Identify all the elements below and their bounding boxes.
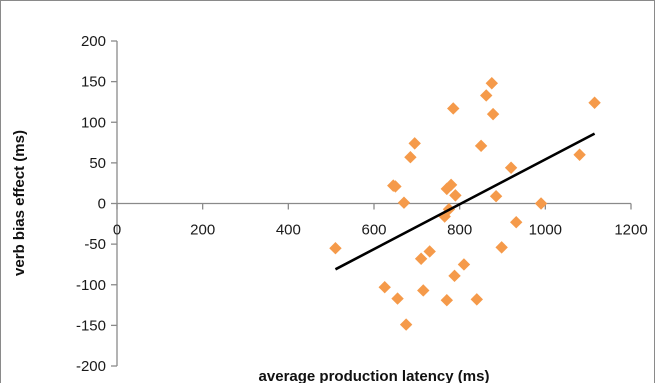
y-tick-label: -100 (76, 277, 106, 294)
data-point (474, 139, 488, 153)
x-tick-label: 0 (113, 222, 121, 239)
y-tick-label: -50 (84, 236, 106, 253)
y-tick-label: -200 (76, 358, 106, 375)
tick-labels: 200 150 100 50 0 -50 -100 -150 -200 0 200 400 600 800… (76, 33, 648, 375)
data-point (480, 89, 493, 102)
x-tick-label: 1000 (529, 222, 562, 239)
data-point (485, 77, 498, 90)
data-point (414, 252, 428, 265)
data-point (486, 107, 500, 121)
y-tick-label: 50 (89, 155, 106, 172)
data-point (449, 189, 462, 202)
x-tick-label: 400 (276, 222, 301, 239)
data-point (440, 293, 454, 307)
y-tick-label: -150 (76, 317, 106, 334)
trendline-layer (334, 132, 596, 271)
data-point (408, 137, 421, 150)
axes (111, 40, 632, 367)
x-tick-label: 1200 (614, 222, 647, 239)
data-points (329, 77, 601, 331)
x-tick-label: 800 (447, 222, 472, 239)
x-tick-label: 200 (190, 222, 215, 239)
y-tick-label: 0 (98, 196, 106, 213)
data-point (470, 293, 483, 306)
data-point (573, 148, 586, 161)
data-point (389, 180, 402, 193)
data-point (417, 284, 430, 297)
data-point (444, 178, 458, 192)
data-point (378, 280, 391, 294)
data-point (447, 102, 460, 115)
data-point (588, 96, 601, 109)
data-point (404, 150, 417, 164)
data-point (397, 196, 411, 209)
data-point (495, 241, 508, 254)
y-tick-label: 150 (81, 74, 106, 91)
trendline (334, 132, 596, 271)
data-point (448, 269, 461, 283)
data-point (510, 215, 523, 229)
x-axis-title: average production latency (ms) (259, 368, 490, 383)
data-point (534, 197, 548, 210)
x-tick-label: 600 (361, 222, 386, 239)
data-point (399, 318, 413, 331)
data-point (489, 189, 503, 203)
y-tick-label: 100 (81, 114, 106, 131)
y-axis-title: verb bias effect (ms) (11, 130, 28, 276)
data-point (457, 258, 471, 271)
data-point (329, 241, 342, 255)
y-tick-label: 200 (81, 33, 106, 50)
data-point (391, 292, 404, 305)
data-point (504, 161, 518, 174)
data-point (423, 245, 436, 258)
